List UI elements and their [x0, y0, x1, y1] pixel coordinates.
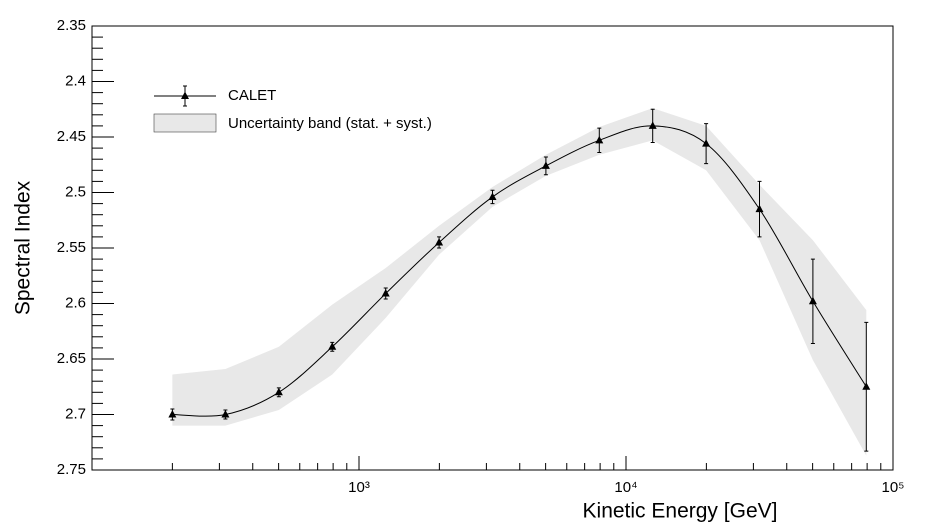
x-axis-label: Kinetic Energy [GeV]	[583, 500, 778, 523]
marker	[168, 410, 177, 418]
x-tick-label: 10³	[348, 479, 370, 496]
marker	[435, 237, 444, 246]
y-tick-label: 2.35	[57, 17, 86, 34]
y-tick-label: 2.55	[57, 239, 86, 256]
y-tick-label: 2.7	[65, 405, 86, 422]
y-tick-label: 2.65	[57, 350, 86, 367]
marker	[862, 382, 871, 390]
y-tick-label: 2.6	[65, 294, 86, 311]
marker	[648, 121, 657, 129]
y-axis-label: Spectral Index	[12, 180, 35, 315]
legend-label: Uncertainty band (stat. + syst.)	[228, 115, 432, 132]
marker	[755, 204, 764, 213]
x-tick-label: 10⁴	[614, 479, 637, 496]
y-tick-label: 2.5	[65, 183, 86, 200]
uncertainty-band	[172, 108, 867, 456]
marker	[595, 135, 604, 144]
y-tick-label: 2.75	[57, 461, 86, 478]
marker	[488, 192, 497, 200]
x-tick-label: 10⁵	[882, 479, 905, 496]
marker	[808, 296, 817, 305]
y-tick-label: 2.45	[57, 128, 86, 145]
series-line	[172, 125, 867, 417]
y-tick-label: 2.4	[65, 72, 86, 89]
marker	[541, 161, 550, 169]
legend-label: CALET	[228, 87, 276, 104]
marker	[221, 410, 230, 418]
legend-swatch	[153, 113, 217, 133]
legend-errbar	[183, 85, 187, 107]
marker	[381, 289, 390, 297]
marker	[328, 342, 337, 350]
marker	[274, 387, 283, 396]
marker	[702, 139, 711, 147]
